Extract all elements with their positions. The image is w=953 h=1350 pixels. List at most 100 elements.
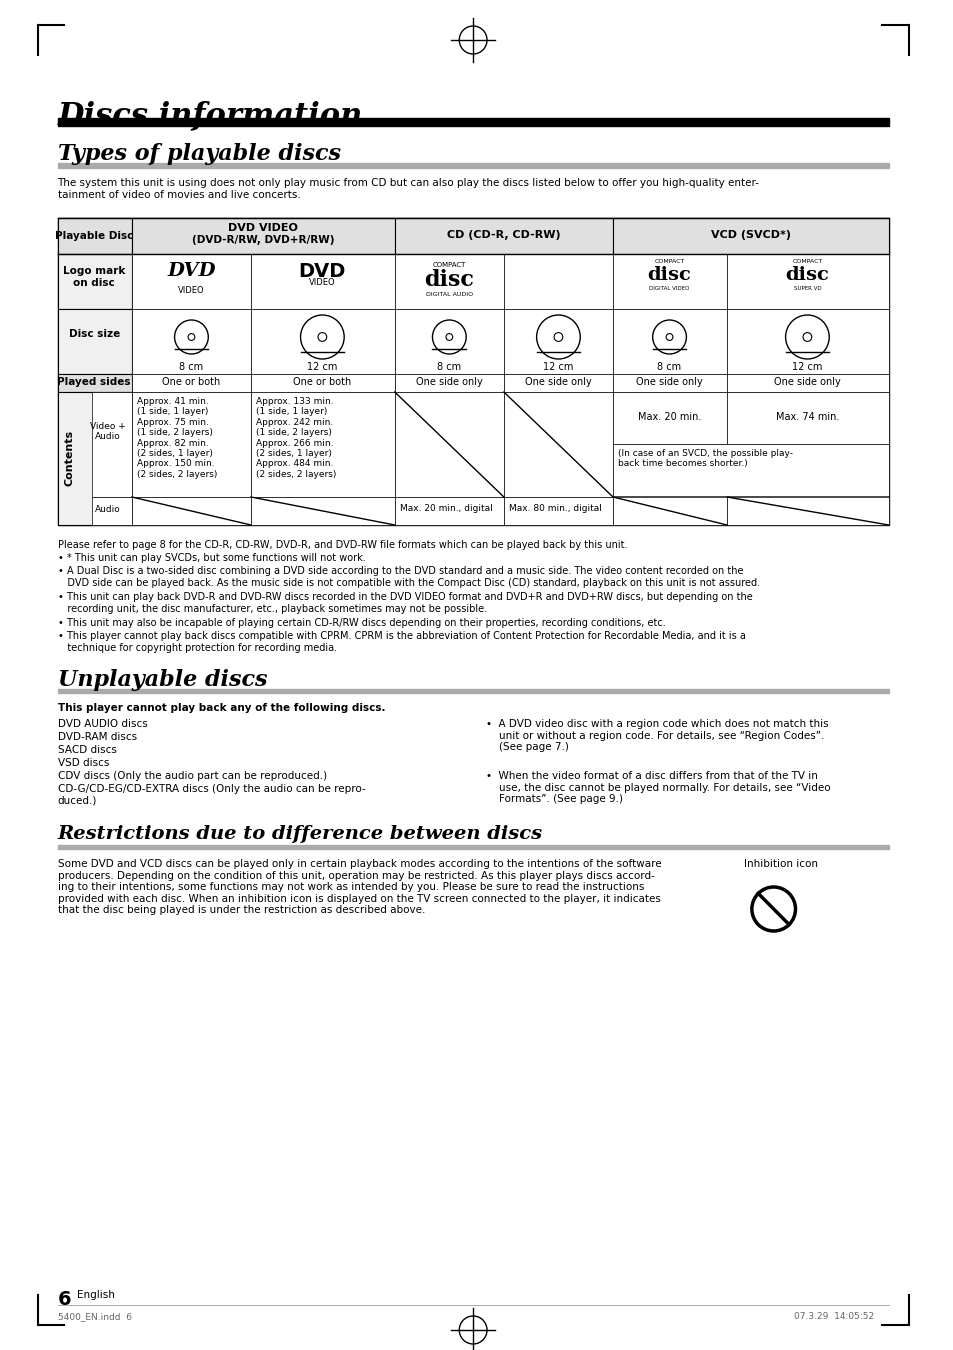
Text: The system this unit is using does not only play music from CD but can also play: The system this unit is using does not o… xyxy=(57,178,759,200)
Text: One or both: One or both xyxy=(293,377,351,387)
Bar xyxy=(503,497,613,525)
Bar xyxy=(57,688,888,693)
Bar xyxy=(726,254,888,309)
Text: DVD AUDIO discs: DVD AUDIO discs xyxy=(57,720,147,729)
Bar xyxy=(57,217,888,525)
Text: VIDEO: VIDEO xyxy=(178,286,205,296)
Bar xyxy=(613,254,726,309)
Bar xyxy=(92,392,132,497)
Bar xyxy=(503,254,613,309)
Text: • * This unit can play SVCDs, but some functions will not work.: • * This unit can play SVCDs, but some f… xyxy=(57,554,365,563)
Text: CD (CD-R, CD-RW): CD (CD-R, CD-RW) xyxy=(447,230,560,240)
Text: 6: 6 xyxy=(57,1291,71,1310)
Bar xyxy=(395,254,503,309)
Text: •  When the video format of a disc differs from that of the TV in
    use, the d: • When the video format of a disc differ… xyxy=(485,771,830,805)
Bar xyxy=(132,217,395,254)
Text: DVD: DVD xyxy=(298,262,346,281)
Bar xyxy=(251,254,395,309)
Text: Max. 74 min.: Max. 74 min. xyxy=(775,412,839,423)
Text: COMPACT: COMPACT xyxy=(791,259,821,265)
Bar xyxy=(251,392,395,497)
Bar xyxy=(613,444,888,495)
Text: VCD (SVCD*): VCD (SVCD*) xyxy=(710,230,790,240)
Text: (In case of an SVCD, the possible play-
back time becomes shorter.): (In case of an SVCD, the possible play- … xyxy=(618,450,792,468)
Bar xyxy=(613,374,726,392)
Text: SUPER VD: SUPER VD xyxy=(793,286,821,292)
Text: VIDEO: VIDEO xyxy=(309,278,335,288)
Bar xyxy=(57,217,132,254)
Text: Video +
Audio: Video + Audio xyxy=(91,423,126,441)
Bar xyxy=(395,392,503,497)
Text: disc: disc xyxy=(647,266,691,283)
Bar xyxy=(132,497,251,525)
Bar xyxy=(613,497,726,525)
Text: One side only: One side only xyxy=(773,377,840,387)
Bar xyxy=(251,497,395,525)
Text: DVD VIDEO: DVD VIDEO xyxy=(228,223,297,234)
Text: (DVD-R/RW, DVD+R/RW): (DVD-R/RW, DVD+R/RW) xyxy=(192,235,334,244)
Bar xyxy=(503,374,613,392)
Text: Playable Disc: Playable Disc xyxy=(55,231,133,242)
Text: Types of playable discs: Types of playable discs xyxy=(57,143,340,165)
Text: disc: disc xyxy=(424,269,474,292)
Text: Logo mark
on disc: Logo mark on disc xyxy=(63,266,125,288)
Text: 07.3.29  14:05:52: 07.3.29 14:05:52 xyxy=(793,1312,873,1322)
Text: Unplayable discs: Unplayable discs xyxy=(57,670,267,691)
Text: SACD discs: SACD discs xyxy=(57,745,116,755)
Bar xyxy=(395,497,503,525)
Text: 12 cm: 12 cm xyxy=(791,362,821,373)
Bar xyxy=(57,117,888,126)
Bar xyxy=(57,217,888,254)
Text: One or both: One or both xyxy=(162,377,220,387)
Bar xyxy=(613,392,726,444)
Bar xyxy=(395,374,503,392)
Text: One side only: One side only xyxy=(636,377,702,387)
Bar xyxy=(132,374,251,392)
Text: This player cannot play back any of the following discs.: This player cannot play back any of the … xyxy=(57,703,385,713)
Text: One side only: One side only xyxy=(416,377,482,387)
Text: 8 cm: 8 cm xyxy=(179,362,203,373)
Text: Max. 80 min., digital: Max. 80 min., digital xyxy=(508,504,601,513)
Text: One side only: One side only xyxy=(524,377,591,387)
Text: • This unit may also be incapable of playing certain CD-R/RW discs depending on : • This unit may also be incapable of pla… xyxy=(57,618,664,628)
Bar xyxy=(132,392,251,497)
Bar xyxy=(132,309,251,374)
Text: Audio: Audio xyxy=(95,505,121,514)
Text: English: English xyxy=(77,1291,115,1300)
Bar xyxy=(726,374,888,392)
Text: 8 cm: 8 cm xyxy=(436,362,461,373)
Text: Restrictions due to difference between discs: Restrictions due to difference between d… xyxy=(57,825,542,842)
Bar xyxy=(726,392,888,444)
Text: • This unit can play back DVD-R and DVD-RW discs recorded in the DVD VIDEO forma: • This unit can play back DVD-R and DVD-… xyxy=(57,593,752,614)
Text: Max. 20 min.: Max. 20 min. xyxy=(638,412,700,423)
Text: CD-G/CD-EG/CD-EXTRA discs (Only the audio can be repro-
duced.): CD-G/CD-EG/CD-EXTRA discs (Only the audi… xyxy=(57,784,365,806)
Text: Please refer to page 8 for the CD-R, CD-RW, DVD-R, and DVD-RW file formats which: Please refer to page 8 for the CD-R, CD-… xyxy=(57,540,626,549)
Bar xyxy=(132,254,251,309)
Text: 8 cm: 8 cm xyxy=(657,362,680,373)
Bar xyxy=(57,254,132,309)
Bar xyxy=(57,392,132,525)
Bar xyxy=(726,309,888,374)
Bar xyxy=(613,309,726,374)
Bar xyxy=(613,217,888,254)
Text: COMPACT: COMPACT xyxy=(433,262,465,269)
Text: COMPACT: COMPACT xyxy=(654,259,684,265)
Text: 12 cm: 12 cm xyxy=(307,362,337,373)
Bar xyxy=(57,374,132,392)
Text: DVD-RAM discs: DVD-RAM discs xyxy=(57,732,136,742)
Text: Inhibition icon: Inhibition icon xyxy=(743,859,817,869)
Bar xyxy=(503,392,613,497)
Bar xyxy=(251,309,395,374)
Text: Contents: Contents xyxy=(65,429,74,486)
Bar xyxy=(57,309,132,374)
Text: Discs information: Discs information xyxy=(57,100,362,131)
Text: CDV discs (Only the audio part can be reproduced.): CDV discs (Only the audio part can be re… xyxy=(57,771,326,782)
Bar xyxy=(503,309,613,374)
Text: • This player cannot play back discs compatible with CPRM. CPRM is the abbreviat: • This player cannot play back discs com… xyxy=(57,630,744,652)
Text: disc: disc xyxy=(784,266,828,283)
Text: •  A DVD video disc with a region code which does not match this
    unit or wit: • A DVD video disc with a region code wh… xyxy=(485,720,828,752)
Text: Approx. 41 min.
(1 side, 1 layer)
Approx. 75 min.
(1 side, 2 layers)
Approx. 82 : Approx. 41 min. (1 side, 1 layer) Approx… xyxy=(136,397,217,479)
Text: • A Dual Disc is a two-sided disc combining a DVD side according to the DVD stan: • A Dual Disc is a two-sided disc combin… xyxy=(57,566,759,587)
Text: DIGITAL AUDIO: DIGITAL AUDIO xyxy=(425,292,473,297)
Bar xyxy=(92,497,132,525)
